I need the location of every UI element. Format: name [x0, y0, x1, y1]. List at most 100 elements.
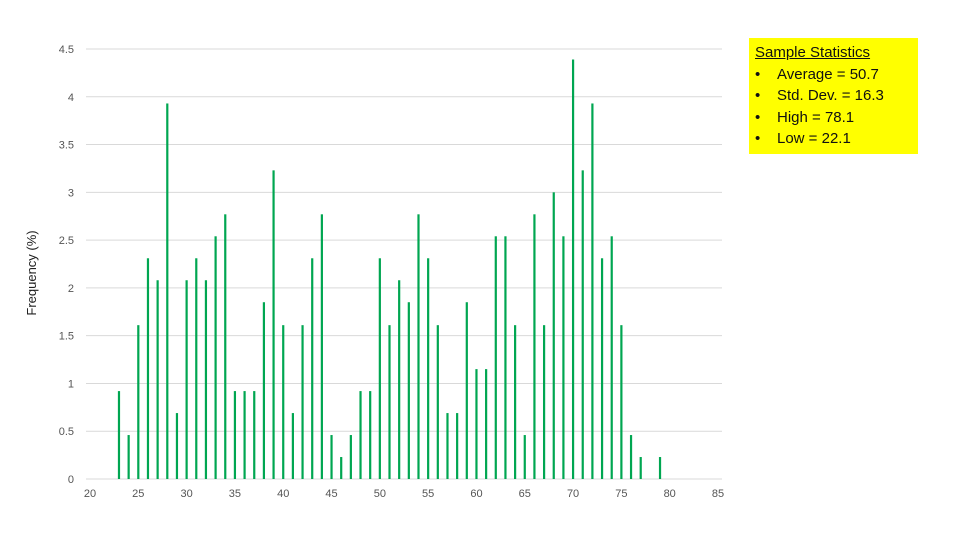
bar	[330, 435, 333, 479]
bullet-icon: •	[755, 108, 761, 126]
bar	[349, 435, 352, 479]
bar	[523, 435, 526, 479]
bar	[610, 236, 613, 479]
x-tick-label: 65	[519, 488, 531, 500]
bar	[291, 413, 294, 479]
bar	[224, 214, 227, 480]
x-tick-label: 40	[277, 488, 289, 500]
bullet-icon: •	[755, 87, 761, 104]
bar	[407, 302, 410, 479]
bar	[166, 103, 169, 479]
stats-item-text: Average = 50.7	[777, 65, 879, 83]
y-tick-label: 4	[68, 92, 74, 104]
bar	[253, 391, 256, 479]
x-tick-label: 25	[132, 488, 144, 500]
y-tick-label: 1.5	[59, 331, 74, 343]
y-tick-label: 0.5	[59, 426, 74, 438]
bar	[378, 258, 381, 479]
bar	[456, 413, 459, 479]
bullet-icon: •	[755, 65, 761, 83]
bar	[571, 59, 575, 480]
stats-item-average: • Average = 50.7	[755, 64, 912, 86]
stats-item-std-dev: • Std. Dev. = 16.3	[755, 85, 912, 107]
bar	[388, 325, 391, 479]
y-axis-ticks: 0 0.5 1 1.5 2 2.5 3 3.5 4 4.5	[59, 44, 74, 486]
bar	[214, 236, 217, 479]
bar	[494, 236, 497, 479]
bar	[185, 280, 188, 479]
x-tick-label: 35	[229, 488, 241, 500]
bar	[427, 258, 430, 479]
bar	[504, 236, 507, 479]
bar	[156, 280, 159, 479]
bar	[465, 302, 468, 479]
bar	[417, 214, 420, 480]
bar	[146, 258, 150, 479]
stats-item-text: Std. Dev. = 16.3	[777, 87, 884, 104]
bar	[514, 325, 517, 479]
y-tick-label: 2	[68, 283, 74, 295]
sample-statistics-callout: Sample Statistics • Average = 50.7 • Std…	[749, 38, 918, 154]
bar	[175, 413, 179, 479]
bar	[204, 280, 208, 479]
x-axis-ticks: 20 25 30 35 40 45 50 55 60 65 70 75 80 85	[84, 488, 724, 500]
y-tick-label: 1	[68, 378, 74, 390]
bar	[475, 369, 478, 479]
bar	[243, 391, 246, 479]
bar	[137, 325, 140, 479]
bar	[581, 170, 584, 479]
bullet-icon: •	[755, 130, 761, 147]
stats-item-text: High = 78.1	[777, 108, 855, 126]
x-tick-label: 85	[712, 488, 724, 500]
x-tick-label: 50	[374, 488, 386, 500]
y-tick-label: 3.5	[59, 140, 74, 152]
x-tick-label: 45	[325, 488, 337, 500]
x-tick-label: 80	[664, 488, 676, 500]
x-tick-label: 70	[567, 488, 579, 500]
bar	[600, 258, 604, 479]
bar	[127, 435, 130, 479]
bar	[311, 258, 314, 479]
stats-title: Sample Statistics	[755, 44, 871, 61]
bar	[552, 192, 555, 480]
y-tick-label: 2.5	[59, 235, 74, 247]
x-tick-label: 30	[180, 488, 192, 500]
bar	[436, 325, 439, 479]
y-tick-label: 3	[68, 187, 74, 199]
y-tick-label: 0	[68, 474, 74, 486]
stats-item-low: • Low = 22.1	[755, 128, 912, 150]
bar	[533, 214, 536, 480]
stats-item-high: • High = 78.1	[755, 107, 912, 129]
bar	[233, 391, 237, 479]
bar	[282, 325, 285, 479]
x-tick-label: 20	[84, 488, 96, 500]
bar	[562, 236, 565, 479]
x-tick-label: 55	[422, 488, 434, 500]
y-axis-label: Frequency (%)	[24, 230, 39, 315]
gridlines	[86, 48, 722, 480]
bar	[658, 457, 662, 479]
bar	[446, 413, 449, 479]
bar	[485, 369, 488, 479]
bars	[117, 59, 662, 480]
bar	[369, 391, 372, 479]
y-tick-label: 4.5	[59, 44, 74, 56]
bar	[629, 435, 633, 479]
bar	[340, 457, 343, 479]
bar	[542, 325, 546, 479]
bar	[639, 457, 642, 479]
bar	[398, 280, 401, 479]
bar	[272, 170, 275, 479]
bar	[591, 103, 594, 479]
bar	[117, 391, 121, 479]
bar	[359, 391, 362, 479]
bar	[262, 302, 266, 479]
stats-item-text: Low = 22.1	[777, 130, 851, 147]
x-tick-label: 60	[470, 488, 482, 500]
bar	[301, 325, 304, 479]
bar	[195, 258, 198, 479]
x-tick-label: 75	[615, 488, 627, 500]
bar	[320, 214, 323, 480]
bar	[620, 325, 623, 479]
